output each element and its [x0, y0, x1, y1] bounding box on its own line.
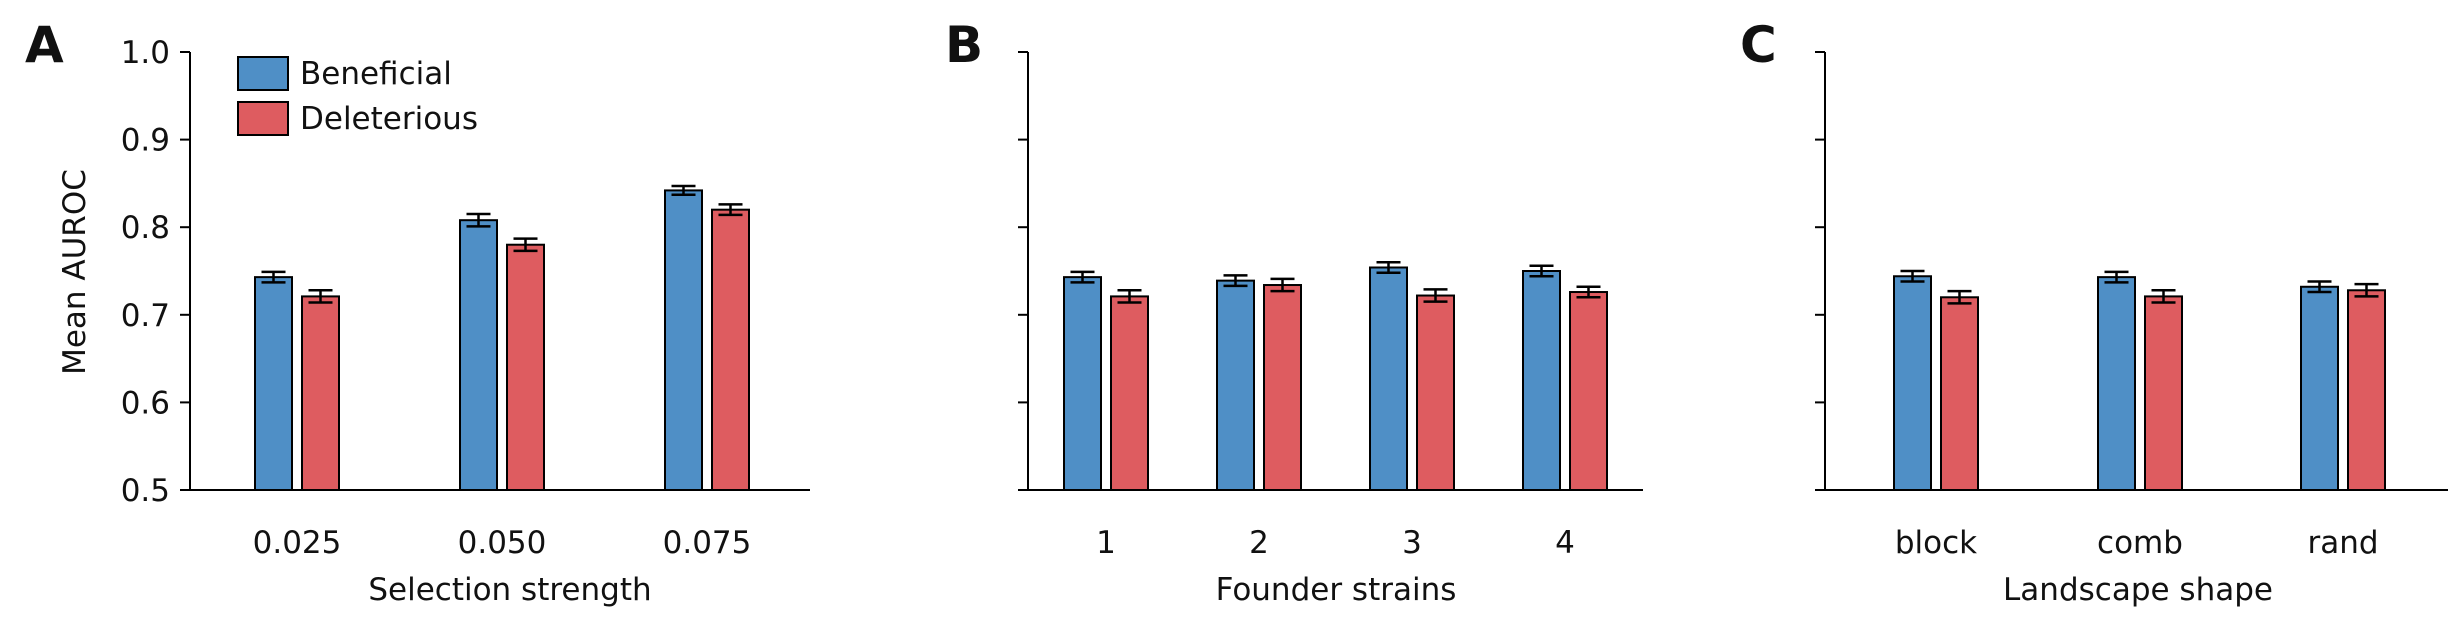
panel-a: A Selection strength Mean AUROC Benefici…: [25, 16, 810, 608]
error-bar-deleterious-1: [1270, 277, 1295, 293]
error-bar-beneficial-0: [1070, 270, 1095, 284]
panel-c-xlabel: Landscape shape: [2003, 572, 2273, 608]
x-tick-label: block: [1895, 525, 1977, 561]
x-tick-label: 4: [1555, 525, 1575, 561]
x-tick-label: comb: [2097, 525, 2183, 561]
bar-deleterious-1: [506, 243, 545, 491]
error-bar-deleterious-0: [1117, 289, 1142, 304]
error-bar-deleterious-0: [308, 289, 333, 304]
error-bar-beneficial-3: [1529, 264, 1554, 278]
error-bar-beneficial-1: [466, 212, 491, 228]
error-bar-beneficial-2: [2307, 280, 2332, 294]
bar-beneficial-0: [254, 276, 293, 491]
panel-a-xlabel: Selection strength: [368, 572, 651, 608]
panel-b-xlabel: Founder strains: [1216, 572, 1457, 608]
bar-deleterious-1: [1263, 284, 1302, 491]
bar-beneficial-2: [2300, 285, 2339, 491]
legend-swatch-deleterious: [237, 101, 289, 136]
error-bar-beneficial-1: [1223, 274, 1248, 288]
x-tick-label: 1: [1096, 525, 1116, 561]
error-bar-beneficial-0: [1900, 269, 1925, 283]
x-tick-label: 2: [1249, 525, 1269, 561]
y-tick-label: 0.8: [121, 210, 170, 246]
legend-label-deleterious: Deleterious: [300, 101, 478, 137]
bar-beneficial-2: [1369, 266, 1408, 491]
error-bar-deleterious-0: [1947, 289, 1972, 305]
y-tick-label: 0.5: [121, 473, 170, 509]
bar-beneficial-0: [1063, 276, 1102, 491]
x-tick-label: 0.050: [458, 525, 547, 561]
error-bar-deleterious-3: [1576, 285, 1601, 299]
x-tick-label: 0.075: [663, 525, 752, 561]
bar-beneficial-3: [1522, 270, 1561, 491]
panel-b: B Founder strains 1 2 3 4: [945, 16, 1643, 608]
x-tick-label: 0.025: [253, 525, 342, 561]
panel-b-letter: B: [945, 16, 983, 74]
y-tick-label: 1.0: [121, 35, 170, 71]
error-bar-beneficial-0: [261, 270, 286, 284]
error-bar-deleterious-1: [513, 237, 538, 253]
error-bar-deleterious-2: [1423, 288, 1448, 303]
panel-a-letter: A: [25, 16, 64, 74]
error-bar-beneficial-1: [2104, 270, 2129, 284]
y-tick-label: 0.6: [121, 385, 170, 421]
error-bar-deleterious-1: [2151, 289, 2176, 304]
bar-deleterious-0: [301, 295, 340, 491]
bar-deleterious-1: [2144, 295, 2183, 491]
error-bar-deleterious-2: [2354, 282, 2379, 298]
bar-beneficial-0: [1893, 275, 1932, 492]
legend-swatch-beneficial: [237, 56, 289, 91]
panel-c: C Landscape shape block comb rand: [1740, 16, 2448, 608]
legend-label-beneficial: Beneficial: [300, 56, 452, 92]
error-bar-beneficial-2: [671, 184, 696, 197]
panel-c-letter: C: [1740, 16, 1777, 74]
bar-deleterious-0: [1110, 295, 1149, 491]
bar-deleterious-0: [1940, 296, 1979, 491]
y-tick-label: 0.7: [121, 298, 170, 334]
x-tick-label: 3: [1402, 525, 1422, 561]
bar-deleterious-2: [1416, 294, 1455, 492]
error-bar-beneficial-2: [1376, 260, 1401, 275]
bar-beneficial-1: [2097, 276, 2136, 491]
bar-beneficial-1: [1216, 279, 1255, 491]
bar-deleterious-3: [1569, 291, 1608, 491]
error-bar-deleterious-2: [718, 203, 743, 217]
panel-a-ylabel: Mean AUROC: [57, 169, 93, 375]
y-tick-label: 0.9: [121, 123, 170, 159]
bar-beneficial-2: [664, 189, 703, 492]
bar-deleterious-2: [711, 208, 750, 491]
x-tick-label: rand: [2307, 525, 2378, 561]
bar-beneficial-1: [459, 219, 498, 492]
legend: Beneficial Deleterious: [237, 56, 478, 137]
bar-deleterious-2: [2347, 289, 2386, 491]
